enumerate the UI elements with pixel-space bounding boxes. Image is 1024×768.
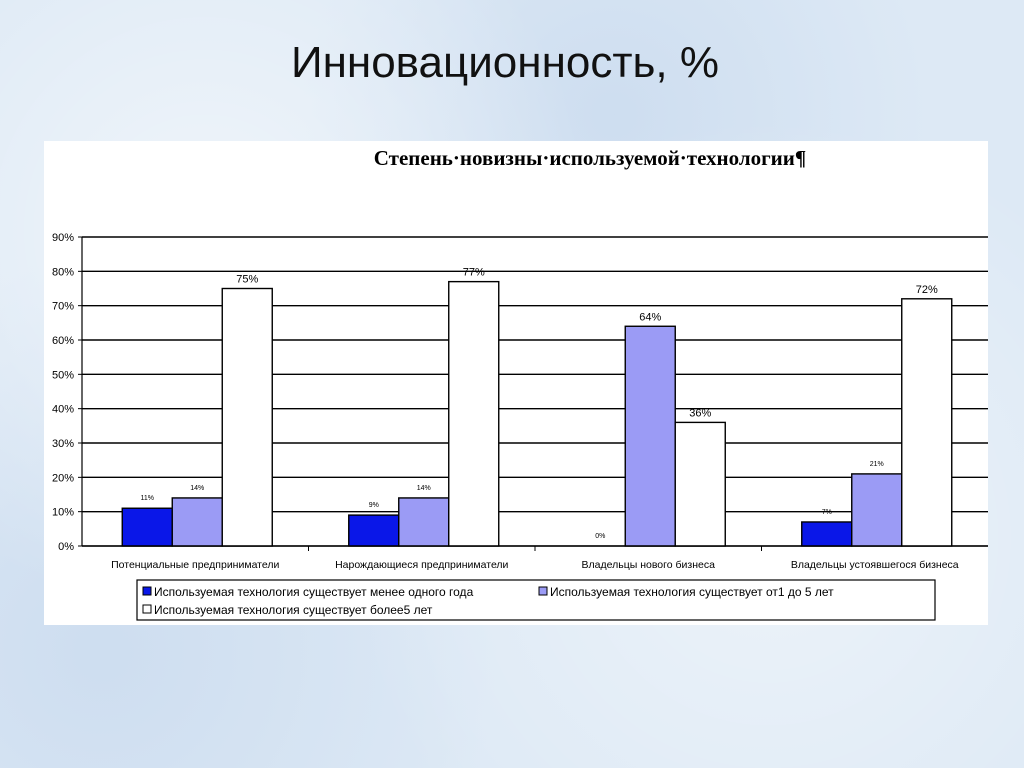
legend-swatch xyxy=(142,604,152,614)
bar xyxy=(398,497,450,547)
bar xyxy=(448,280,500,547)
legend-label: Используемая технология существует более… xyxy=(154,603,433,617)
bar xyxy=(851,473,903,547)
data-label: 72% xyxy=(916,284,938,296)
labels-layer: 11% 14% 75% 9% 14% 77% 0% 64% 36% 7% 21% 72% xyxy=(141,267,938,540)
chart-title: Степень·новизны·используемой·технологии¶ xyxy=(374,146,806,170)
bar xyxy=(171,497,223,547)
y-tick-label: 30% xyxy=(52,438,74,450)
slide-title: Инновационность, % xyxy=(290,38,719,87)
y-tick-label: 10% xyxy=(52,507,74,519)
x-tick-label: Владельцы устоявшегося бизнеса xyxy=(791,559,959,571)
legend-swatch xyxy=(538,586,548,596)
data-label: 9% xyxy=(369,502,379,509)
legend-box xyxy=(136,579,936,621)
bar xyxy=(121,507,173,547)
data-label: 21% xyxy=(870,461,884,468)
data-label: 14% xyxy=(190,485,204,492)
y-tick-label: 0% xyxy=(58,541,74,553)
data-label: 7% xyxy=(822,509,832,516)
y-tick-label: 60% xyxy=(52,335,74,347)
bar xyxy=(801,521,853,547)
bars-layer xyxy=(121,280,953,547)
chart-panel: Степень·новизны·используемой·технологии¶… xyxy=(44,141,988,625)
x-tick-label: Потенциальные предприниматели xyxy=(111,559,279,571)
bar xyxy=(348,514,400,547)
legend-swatch xyxy=(142,586,152,596)
data-label: 14% xyxy=(417,485,431,492)
bar xyxy=(674,421,726,547)
x-tick-label: Нарождающиеся предприниматели xyxy=(335,559,508,571)
bar xyxy=(901,298,953,547)
y-tick-label: 80% xyxy=(52,266,74,278)
data-label: 64% xyxy=(639,311,661,323)
data-label: 75% xyxy=(236,274,258,286)
legend-label: Используемая технология существует от1 д… xyxy=(550,585,834,599)
x-tick-label: Владельцы нового бизнеса xyxy=(582,559,716,571)
data-label: 0% xyxy=(595,533,605,540)
data-label: 11% xyxy=(141,495,155,502)
y-tick-label: 40% xyxy=(52,404,74,416)
y-tick-label: 50% xyxy=(52,369,74,381)
y-tick-label: 90% xyxy=(52,232,74,244)
bar xyxy=(624,325,676,547)
chart-svg: Степень·новизны·используемой·технологии¶… xyxy=(52,146,988,621)
legend: Используемая технология существует менее… xyxy=(136,579,936,621)
axis-layer: 0% 10% 20% 30% 40% 50% 60% 70% 80% 90% Потенциальн… xyxy=(52,232,988,571)
y-tick-label: 70% xyxy=(52,301,74,313)
legend-label: Используемая технология существует менее… xyxy=(154,585,474,599)
data-label: 77% xyxy=(463,267,485,279)
bar xyxy=(221,287,273,547)
y-tick-label: 20% xyxy=(52,472,74,484)
data-label: 36% xyxy=(689,407,711,419)
